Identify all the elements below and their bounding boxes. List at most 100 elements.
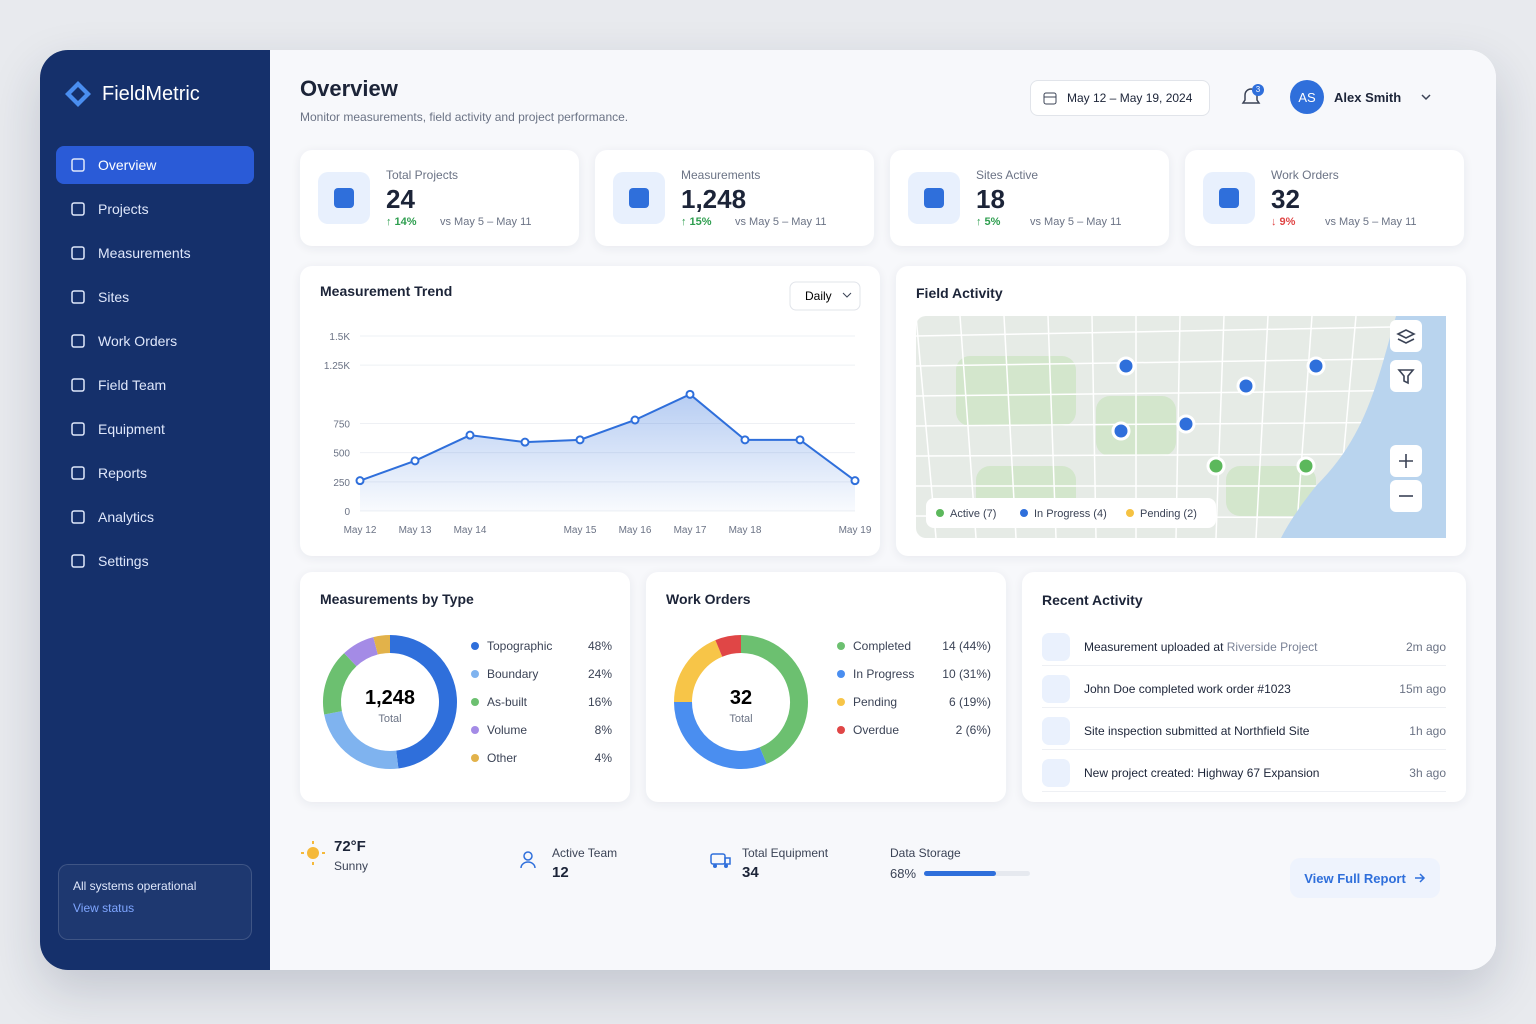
legend-dot	[936, 509, 944, 517]
donut-segment	[674, 640, 723, 703]
activity-item: Site inspection submitted at Northfield …	[1042, 712, 1446, 750]
nav-icon	[71, 202, 85, 216]
nav-item[interactable]: Analytics	[56, 498, 254, 536]
notifications[interactable]: 3	[1238, 84, 1264, 110]
kpi-icon-shape	[334, 188, 354, 208]
legend-value: 4%	[595, 751, 613, 765]
user-name[interactable]: Alex Smith	[1334, 90, 1402, 105]
nav-item[interactable]: Field Team	[56, 366, 254, 404]
nav-icon	[71, 290, 85, 304]
nav-icon	[71, 554, 85, 568]
nav-icon	[71, 466, 85, 480]
status-link[interactable]: View status	[73, 901, 135, 915]
legend-value: 16%	[588, 695, 612, 709]
map-marker[interactable]	[1206, 456, 1226, 476]
nav-item[interactable]: Equipment	[56, 410, 254, 448]
map-road	[915, 389, 1447, 397]
map-marker[interactable]	[1176, 414, 1196, 434]
storage: Data Storage 68%	[890, 846, 1030, 881]
y-tick-label: 750	[333, 420, 350, 431]
user-menu-caret[interactable]	[1420, 92, 1432, 102]
activity-highlight: Riverside Project	[1226, 639, 1318, 654]
map-park	[956, 356, 1076, 426]
point	[795, 435, 805, 445]
map-control[interactable]	[1390, 445, 1422, 477]
legend-dot	[471, 698, 479, 706]
kpi-label: Measurements	[681, 168, 761, 182]
map-marker[interactable]	[1306, 356, 1326, 376]
map-marker[interactable]	[1116, 356, 1136, 376]
storage-label: Data Storage	[890, 846, 961, 860]
x-tick-label: May 19	[839, 525, 872, 536]
legend-label: In Progress	[853, 667, 914, 681]
filter-icon	[1397, 369, 1415, 385]
activity-icon	[1042, 758, 1070, 787]
map-park	[1226, 466, 1316, 516]
kpi-icon-glyph	[924, 188, 944, 208]
status-box: All systems operational View status	[58, 864, 252, 940]
kpi-period: vs May 5 – May 11	[440, 216, 532, 228]
map-control[interactable]	[1390, 480, 1422, 512]
legend-label: Pending (2)	[1140, 508, 1197, 520]
legend-label: Active (7)	[950, 508, 996, 520]
nav-label: Reports	[98, 465, 148, 481]
activity-text-main: Measurement uploaded at	[1084, 639, 1227, 654]
map-control[interactable]	[1390, 320, 1422, 352]
bell-icon	[1241, 84, 1264, 104]
date-range: May 12 – May 19, 2024	[1067, 91, 1193, 105]
equipment-label: Total Equipment	[742, 846, 829, 860]
kpi-icon	[1203, 172, 1255, 224]
kpi-card: Work Orders 32 ↓ 9% vs May 5 – May 11	[1185, 150, 1464, 246]
nav-icon	[71, 158, 85, 172]
point	[355, 476, 365, 486]
map-control[interactable]	[1390, 360, 1422, 392]
nav-item[interactable]: Projects	[56, 190, 254, 228]
nav-item[interactable]: Reports	[56, 454, 254, 492]
view-report-button[interactable]: View Full Report	[1290, 858, 1440, 898]
donut-center-value: 32	[730, 687, 752, 709]
point	[465, 430, 475, 440]
activity-item: John Doe completed work order #1023 15m a…	[1042, 670, 1446, 708]
avatar[interactable]: AS	[1290, 80, 1324, 114]
activity-time: 1h ago	[1409, 723, 1446, 738]
nav-icon-shape	[71, 202, 85, 216]
legend-dot	[837, 642, 845, 650]
map-marker[interactable]	[1236, 376, 1256, 396]
activity-text-main: John Doe completed work order #1023	[1084, 681, 1291, 696]
nav-item[interactable]: Measurements	[56, 234, 254, 272]
equipment-icon	[710, 853, 731, 868]
x-tick-label: May 18	[729, 525, 762, 536]
kpi-label: Total Projects	[386, 168, 459, 182]
nav-icon	[71, 422, 85, 436]
activity-item: Measurement uploaded at Riverside Projec…	[1042, 628, 1446, 666]
nav-label: Work Orders	[98, 333, 178, 349]
donut-segment	[344, 637, 379, 667]
layers-icon	[1396, 329, 1416, 344]
x-tick-label: May 13	[399, 525, 432, 536]
storage-bar	[924, 871, 997, 876]
nav-item[interactable]: Work Orders	[56, 322, 254, 360]
nav: Overview Projects Measurements Sites Work Or…	[56, 146, 254, 586]
team-icon	[520, 851, 536, 869]
recent-title: Recent Activity	[1042, 592, 1143, 608]
legend-label: Other	[487, 751, 517, 765]
legend-dot	[471, 670, 479, 678]
map-legend-bg	[926, 498, 1216, 528]
view-report-label: View Full Report	[1304, 870, 1406, 886]
nav-label: Equipment	[98, 421, 165, 437]
kpi-icon	[613, 172, 665, 224]
map-marker[interactable]	[1296, 456, 1316, 476]
date-picker[interactable]: May 12 – May 19, 2024	[1030, 80, 1210, 116]
work-orders-card: Work Orders Completed 14 (44%) In Progress 1…	[646, 572, 1006, 802]
map-marker[interactable]	[1111, 421, 1131, 441]
kpi-change: ↓ 9%	[1271, 216, 1296, 228]
y-tick-label: 1.5K	[329, 332, 350, 343]
kpi-icon-glyph	[1219, 188, 1239, 208]
nav-icon-shape	[71, 422, 85, 436]
kpi-period: vs May 5 – May 11	[1030, 216, 1122, 228]
kpi-period: vs May 5 – May 11	[1325, 216, 1417, 228]
nav-item[interactable]: Overview	[56, 146, 254, 184]
nav-item[interactable]: Settings	[56, 542, 254, 580]
nav-item[interactable]: Sites	[56, 278, 254, 316]
range-control[interactable]	[789, 281, 861, 311]
